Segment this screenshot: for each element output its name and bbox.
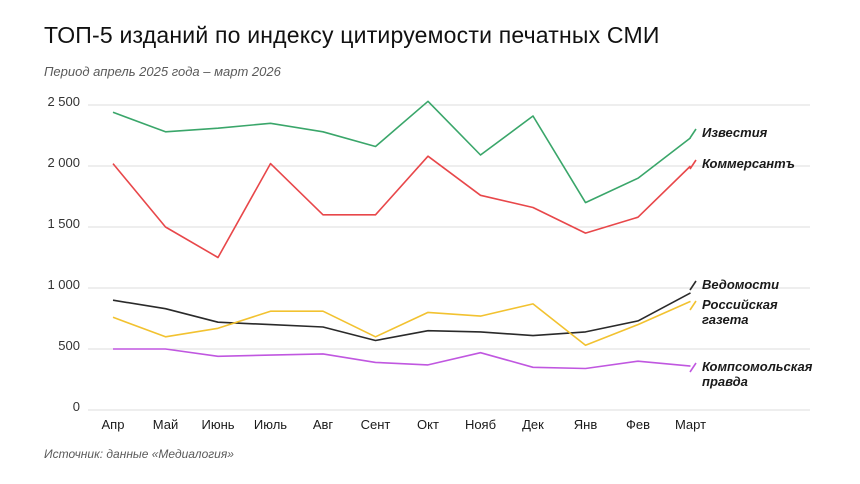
legend-label: Известия (702, 125, 768, 140)
y-tick-label: 1 500 (47, 216, 80, 231)
y-tick-label: 2 000 (47, 155, 80, 170)
legend-label: Российская (702, 297, 778, 312)
series-line (113, 348, 691, 370)
legend-label: Компсомольская (702, 359, 813, 374)
y-tick-label: 2 500 (47, 94, 80, 109)
legend-marker (689, 280, 697, 291)
legend-marker (689, 362, 697, 373)
x-tick-label: Янв (574, 417, 598, 432)
legend-label: Коммерсантъ (702, 156, 795, 171)
y-tick-label: 500 (58, 338, 80, 353)
x-tick-label: Авг (313, 417, 334, 432)
legend-label: Ведомости (702, 277, 779, 292)
x-tick-label: Март (675, 417, 706, 432)
x-tick-label: Апр (102, 417, 125, 432)
legend-marker (689, 128, 697, 139)
legend-marker (689, 159, 697, 170)
x-axis-ticks: Апр Май Июнь Июль Авг Сент Окт Нояб Дек Янв Фев Мар… (102, 417, 707, 432)
x-tick-label: Май (153, 417, 178, 432)
series-line (112, 300, 691, 347)
x-tick-label: Окт (417, 417, 439, 432)
y-axis-ticks: 0 500 1 000 1 500 2 000 2 500 (47, 94, 80, 414)
series-line (112, 155, 692, 259)
legend-label: правда (702, 374, 748, 389)
x-tick-label: Июль (254, 417, 287, 432)
x-tick-label: Сент (361, 417, 391, 432)
x-tick-label: Дек (522, 417, 544, 432)
x-tick-label: Июнь (201, 417, 234, 432)
source-note: Источник: данные «Медиалогия» (44, 447, 234, 461)
y-tick-label: 0 (73, 399, 80, 414)
legend-label: газета (702, 312, 748, 327)
chart-title: ТОП-5 изданий по индексу цитируемости пе… (44, 22, 660, 48)
x-tick-label: Нояб (465, 417, 496, 432)
legend: Известия Коммерсантъ Ведомости Российскаяга… (689, 125, 813, 389)
gridlines (88, 104, 810, 411)
series-line (112, 100, 691, 204)
y-tick-label: 1 000 (47, 277, 80, 292)
chart-subtitle: Период апрель 2025 года – март 2026 (44, 64, 281, 79)
series-line (112, 292, 691, 342)
legend-marker (689, 300, 697, 311)
x-tick-label: Фев (626, 417, 650, 432)
series-lines (112, 100, 692, 370)
